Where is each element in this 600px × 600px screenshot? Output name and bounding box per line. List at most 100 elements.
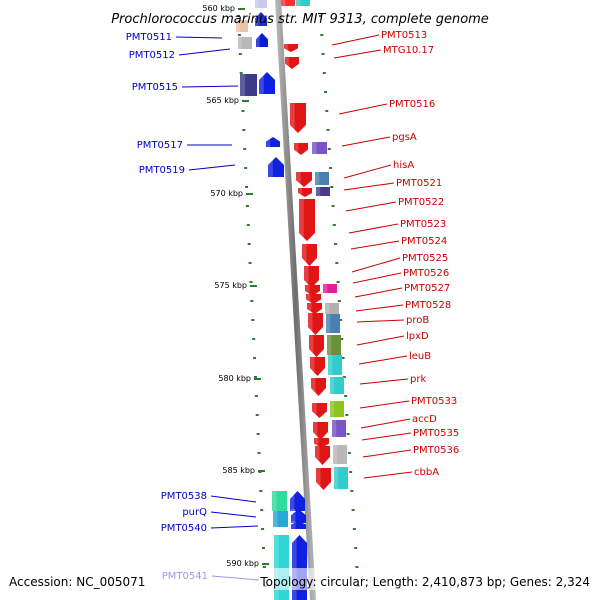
gene-arrow: [266, 137, 280, 147]
scale-tick: [246, 224, 250, 226]
gene-arrow: [316, 468, 331, 490]
scale-tick: [239, 72, 243, 74]
label-leader: [355, 304, 404, 312]
gene-highlight: [312, 403, 317, 418]
scale-tick: [245, 186, 249, 188]
gene-block: [332, 420, 346, 437]
gene-label-reverse[interactable]: leuB: [409, 351, 431, 362]
gene-label-forward[interactable]: PMT0515: [132, 82, 178, 93]
scale-major-tick: [238, 8, 245, 10]
gene-label-forward[interactable]: PMT0517: [137, 140, 183, 151]
gene-label-reverse[interactable]: PMT0525: [402, 253, 448, 264]
gene-label-reverse[interactable]: PMT0524: [401, 236, 447, 247]
gene-arrow: [307, 303, 322, 314]
gene-label-reverse[interactable]: PMT0533: [411, 396, 457, 407]
gene-highlight: [294, 143, 299, 155]
label-leader: [356, 319, 405, 323]
gene-label-reverse[interactable]: cbbA: [414, 467, 439, 478]
gene-highlight: [310, 357, 315, 376]
gene-highlight: [330, 401, 335, 417]
label-leaders: [175, 34, 413, 581]
scale-tick: [243, 148, 247, 150]
gene-highlight: [302, 244, 307, 266]
footer-backdrop: [0, 568, 600, 590]
scale-tick: [345, 414, 349, 416]
scale-tick: [241, 110, 245, 112]
scale-tick: [253, 357, 257, 359]
label-leader: [360, 418, 411, 429]
gene-arrow: [259, 72, 275, 94]
scale-tick: [238, 53, 242, 55]
gene-arrow: [291, 521, 306, 529]
gene-label-forward[interactable]: PMT0511: [126, 32, 172, 43]
scale-tick: [254, 395, 258, 397]
scale-tick: [326, 129, 330, 131]
label-leader: [178, 48, 231, 56]
scale-tick: [334, 243, 338, 245]
label-leader: [188, 164, 236, 171]
gene-label-reverse[interactable]: hisA: [393, 160, 414, 171]
gene-arrow: [313, 422, 328, 440]
gene-label-reverse[interactable]: PMT0527: [404, 283, 450, 294]
gene-label-reverse[interactable]: PMT0535: [413, 428, 459, 439]
gene-arrow: [302, 244, 317, 266]
gene-label-reverse[interactable]: PMT0513: [381, 30, 427, 41]
gene-label-reverse[interactable]: PMT0526: [403, 268, 449, 279]
gene-highlight: [299, 199, 304, 241]
gene-label-reverse[interactable]: MTG10.17: [383, 45, 434, 56]
gene-block: [333, 445, 347, 464]
gene-label-forward[interactable]: purQ: [182, 507, 207, 518]
scale-tick: [237, 15, 240, 17]
scale-tick: [329, 167, 333, 169]
gene-arrow: [315, 446, 330, 465]
gene-highlight: [327, 335, 332, 355]
gene-highlight: [290, 103, 295, 133]
scale-label: 585 kbp: [222, 466, 255, 475]
scale-major-tick: [258, 470, 265, 472]
gene-arrow: [290, 491, 305, 511]
gene-highlight: [316, 468, 321, 490]
gene-block: [281, 0, 295, 6]
gene-label-forward[interactable]: PMT0538: [161, 491, 207, 502]
scale-tick: [261, 528, 265, 530]
scale-tick: [247, 243, 251, 245]
gene-label-forward[interactable]: PMT0540: [161, 523, 207, 534]
gene-arrow: [291, 509, 306, 523]
gene-block: [330, 377, 344, 394]
gene-label-reverse[interactable]: prk: [410, 374, 426, 385]
gene-block: [240, 74, 257, 96]
gene-block: [238, 37, 252, 49]
gene-label-reverse[interactable]: PMT0516: [389, 99, 435, 110]
gene-label-forward[interactable]: PMT0519: [139, 165, 185, 176]
gene-label-reverse[interactable]: PMT0536: [413, 445, 459, 456]
gene-arrow: [296, 172, 312, 187]
gene-label-reverse[interactable]: PMT0522: [398, 197, 444, 208]
scale-tick: [320, 34, 324, 36]
topology-text: Topology: circular; Length: 2,410,873 bp…: [259, 575, 590, 589]
label-leader: [358, 355, 408, 365]
gene-highlight: [284, 44, 289, 52]
gene-label-reverse[interactable]: proB: [406, 315, 429, 326]
gene-label-reverse[interactable]: pgsA: [392, 132, 417, 143]
gene-highlight: [255, 12, 259, 26]
gene-labels: PMT0511 PMT0512 PMT0515 PMT0517 PMT0519 PMT05…: [126, 30, 459, 582]
gene-arrow: [311, 378, 326, 396]
gene-highlight: [309, 335, 314, 357]
gene-block: [273, 511, 288, 527]
gene-highlight: [268, 157, 273, 177]
scale-labels: 560 kbp 565 kbp 570 kbp 575 kbp 580 kbp 585 k…: [202, 4, 269, 568]
label-leader: [341, 136, 391, 147]
gene-label-reverse[interactable]: PMT0521: [396, 178, 442, 189]
gene-label-reverse[interactable]: accD: [412, 414, 437, 425]
gene-highlight: [236, 20, 240, 32]
gene-label-forward[interactable]: PMT0512: [129, 50, 175, 61]
gene-label-reverse[interactable]: lpxD: [406, 331, 429, 342]
scale-tick: [260, 509, 264, 511]
gene-arrow: [285, 57, 299, 69]
gene-label-reverse[interactable]: PMT0528: [405, 300, 451, 311]
scale-tick: [324, 91, 328, 93]
scale-label: 565 kbp: [206, 96, 239, 105]
gene-label-reverse[interactable]: PMT0523: [400, 219, 446, 230]
